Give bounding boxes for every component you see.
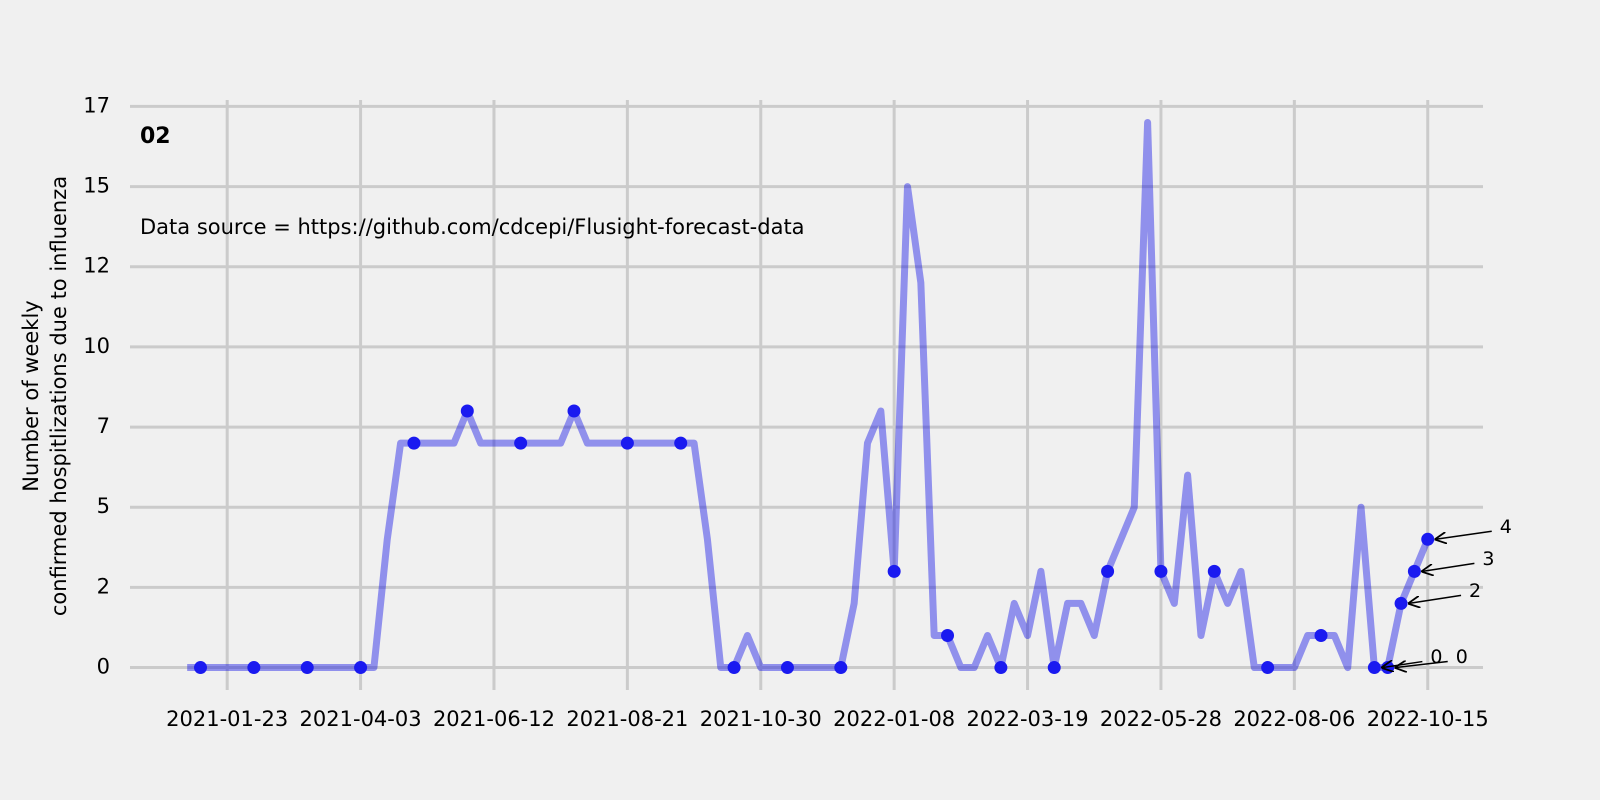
data-point bbox=[620, 436, 634, 450]
x-tick-label: 2022-01-08 bbox=[833, 707, 955, 731]
data-point bbox=[1261, 661, 1275, 675]
x-tick-label: 2022-10-15 bbox=[1367, 707, 1489, 731]
data-point bbox=[887, 564, 901, 578]
y-tick-label: 10 bbox=[83, 334, 110, 358]
grid bbox=[130, 100, 1483, 690]
data-point bbox=[1154, 564, 1168, 578]
y-tick-label: 15 bbox=[83, 174, 110, 198]
x-tick-label: 2021-01-23 bbox=[166, 707, 288, 731]
annotation-arrow bbox=[1396, 662, 1448, 668]
y-tick-label: 0 bbox=[97, 655, 110, 679]
annotation-arrow bbox=[1436, 530, 1492, 539]
annotation-label: 4 bbox=[1500, 516, 1512, 538]
y-tick-label: 12 bbox=[83, 254, 110, 278]
data-point bbox=[1407, 564, 1421, 578]
data-point bbox=[1394, 596, 1408, 610]
y-tick-label: 7 bbox=[97, 414, 110, 438]
data-point bbox=[247, 661, 261, 675]
data-point bbox=[1367, 661, 1381, 675]
data-point bbox=[1421, 532, 1435, 546]
y-tick-label: 17 bbox=[83, 93, 110, 117]
x-tick-label: 2022-05-28 bbox=[1100, 707, 1222, 731]
y-axis-label: confirmed hospitlizations due to influen… bbox=[47, 176, 71, 616]
data-point bbox=[941, 628, 955, 642]
data-point bbox=[1101, 564, 1115, 578]
data-point bbox=[780, 661, 794, 675]
y-axis-label: Number of weekly bbox=[19, 300, 43, 491]
x-tick-label: 2022-03-19 bbox=[967, 707, 1089, 731]
annotation-label: 0 bbox=[1456, 646, 1468, 668]
data-point bbox=[727, 661, 741, 675]
data-point bbox=[300, 661, 314, 675]
data-point bbox=[1047, 661, 1061, 675]
annotation-arrow bbox=[1422, 562, 1475, 571]
data-point bbox=[674, 436, 688, 450]
annotation-label: 0 bbox=[1430, 646, 1442, 668]
data-point bbox=[994, 661, 1008, 675]
panel-label: 02 bbox=[140, 124, 171, 149]
data-line bbox=[187, 118, 1431, 672]
data-point bbox=[1207, 564, 1221, 578]
x-tick-label: 2021-06-12 bbox=[433, 707, 555, 731]
x-tick-label: 2021-10-30 bbox=[700, 707, 822, 731]
annotation-arrow bbox=[1409, 594, 1462, 603]
source-note: Data source = https://github.com/cdcepi/… bbox=[140, 215, 805, 239]
data-point bbox=[194, 661, 208, 675]
x-tick-label: 2022-08-06 bbox=[1233, 707, 1355, 731]
data-point bbox=[1314, 628, 1328, 642]
x-tick-label: 2021-04-03 bbox=[300, 707, 422, 731]
plot bbox=[187, 118, 1435, 675]
data-point bbox=[567, 404, 581, 418]
data-point bbox=[834, 661, 848, 675]
annotation-label: 2 bbox=[1469, 580, 1481, 602]
annotation-label: 3 bbox=[1482, 548, 1494, 570]
data-point bbox=[514, 436, 528, 450]
y-tick-label: 2 bbox=[97, 574, 110, 598]
data-point bbox=[354, 661, 368, 675]
x-tick-label: 2021-08-21 bbox=[566, 707, 688, 731]
data-point bbox=[407, 436, 421, 450]
data-point bbox=[460, 404, 474, 418]
y-tick-label: 5 bbox=[97, 494, 110, 518]
